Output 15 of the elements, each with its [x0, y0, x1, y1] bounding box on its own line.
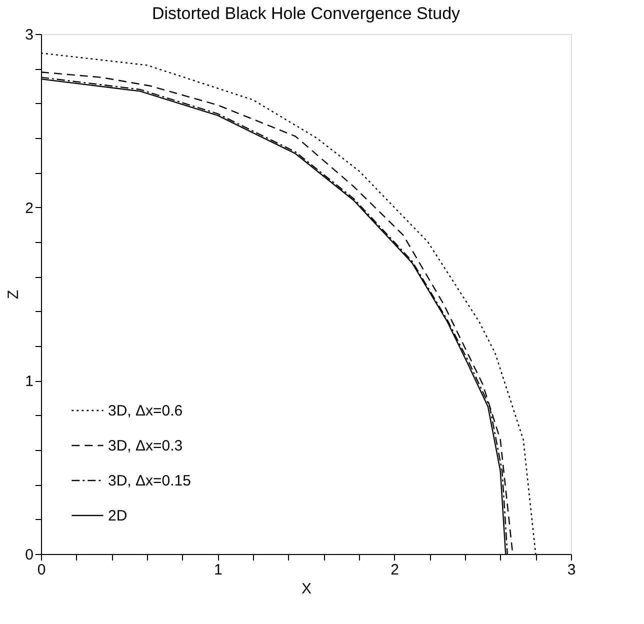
y-tick-label: 0 — [25, 546, 34, 564]
x-axis-title: X — [301, 580, 312, 598]
x-tick-label: 0 — [37, 562, 46, 578]
legend-label: 3D, Δx=0.6 — [108, 402, 183, 420]
x-tick-label: 2 — [390, 562, 400, 578]
y-tick-label: 3 — [25, 26, 34, 44]
y-tick-label: 1 — [25, 373, 34, 390]
chart-title: Distorted Black Hole Convergence Study — [152, 4, 461, 23]
legend-label: 3D, Δx=0.15 — [108, 472, 191, 490]
legend-label: 3D, Δx=0.3 — [108, 438, 183, 454]
x-tick-label: 3 — [567, 562, 576, 578]
legend-label: 2D — [108, 508, 128, 524]
x-tick-label: 1 — [214, 562, 222, 578]
y-axis-title: Z — [5, 290, 22, 300]
y-tick-label: 2 — [25, 200, 34, 217]
